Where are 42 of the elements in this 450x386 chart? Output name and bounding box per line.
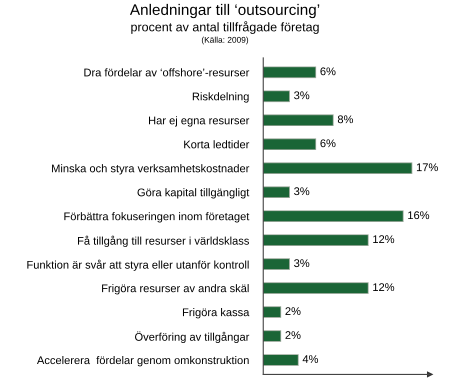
bar: [263, 354, 299, 366]
data-label: 2%: [285, 307, 301, 316]
y-tick-label: Funktion är svår att styra eller utanför kontroll: [27, 260, 249, 271]
bar: [263, 138, 316, 150]
data-label: 17%: [416, 163, 438, 172]
y-tick-label: Frigöra resurser av andra skäl: [102, 284, 249, 294]
bar: [263, 114, 334, 126]
y-tick-label: Har ej egna resurser: [149, 116, 250, 127]
bar: [263, 66, 316, 78]
data-label: 2%: [285, 331, 301, 339]
bar: [263, 330, 282, 342]
bar: [263, 162, 412, 174]
y-tick-label: Riskdelning: [192, 92, 249, 103]
data-label: 12%: [373, 283, 394, 292]
y-tick-label: Dra fördelar av ‘offshore’-resurser: [84, 68, 250, 76]
chart-title: Anledningar till ‘outsourcing’: [130, 4, 320, 18]
data-label: 8%: [338, 115, 354, 124]
y-tick-label: Korta ledtider: [184, 140, 250, 148]
y-tick-label: Frigöra kassa: [182, 308, 250, 318]
bar: [263, 258, 290, 270]
y-tick-label: Göra kapital tillgängligt: [138, 188, 250, 199]
bar: [263, 306, 282, 318]
y-tick-label: Förbättra fokuseringen inom företaget: [64, 212, 250, 222]
bar: [263, 90, 290, 102]
bar: [263, 234, 369, 246]
y-tick-label: Få tillgång till resurser i världsklass: [78, 236, 249, 247]
data-label: 6%: [320, 67, 336, 76]
bar: [263, 210, 404, 222]
data-label: 6%: [320, 139, 336, 148]
data-label: 12%: [373, 235, 394, 244]
bar: [263, 186, 290, 198]
data-label: 3%: [294, 187, 310, 196]
y-tick-label: Minska och styra verksamhetskostnader: [52, 164, 250, 175]
data-label: 4%: [302, 355, 318, 363]
data-label: 3%: [294, 259, 310, 268]
y-tick-label: Accelerera fördelar genom omkonstruktion: [36, 356, 249, 366]
data-label: 3%: [294, 91, 310, 100]
bar: [263, 282, 369, 294]
y-tick-label: Överföring av tillgångar: [135, 331, 250, 344]
data-label: 16%: [408, 211, 430, 220]
text: (Källa: 2009): [202, 36, 248, 44]
chart-subtitle: procent av antal tillfrågade företag: [131, 21, 319, 34]
